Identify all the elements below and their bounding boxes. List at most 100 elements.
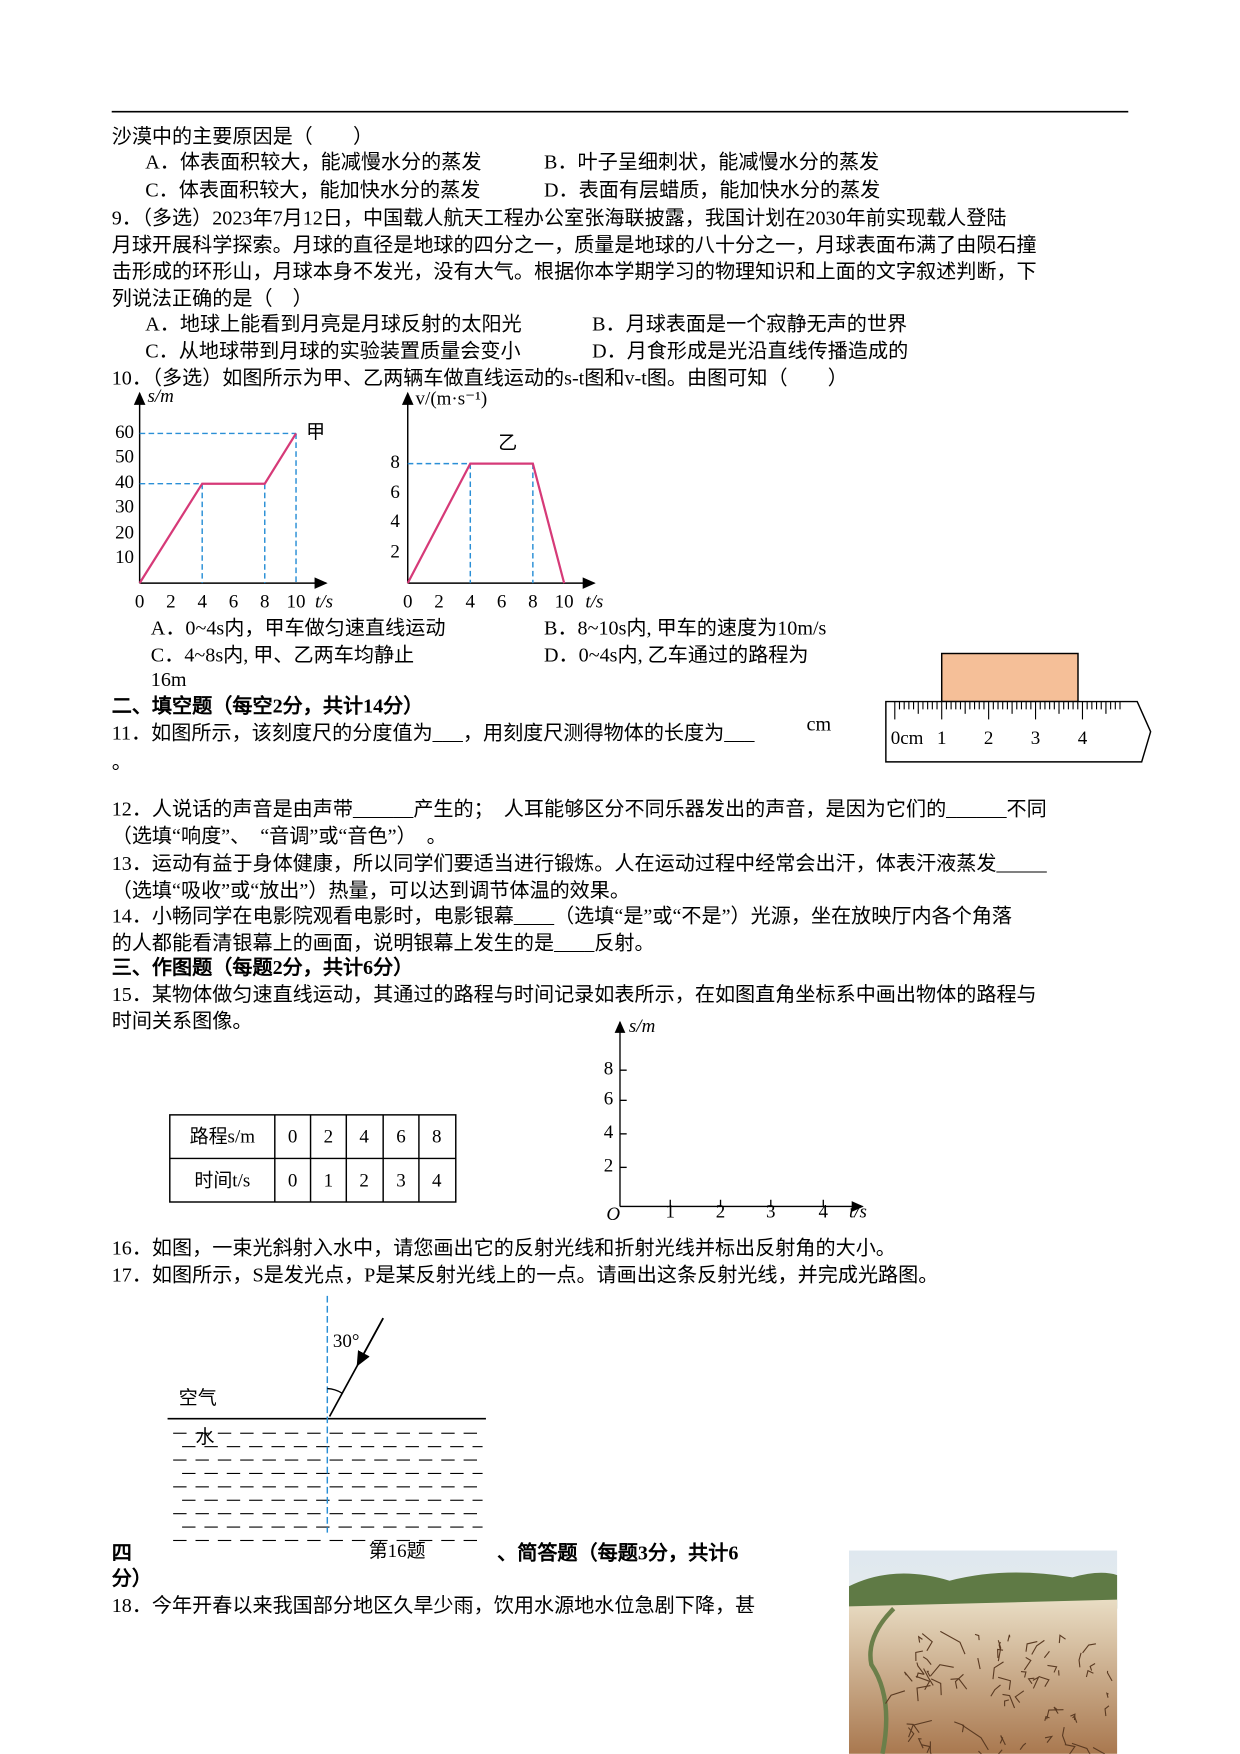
table-cell: 0 [288,1170,298,1191]
crack [1061,1727,1067,1745]
crack [1082,1643,1097,1654]
crack [907,1727,915,1743]
question-text: 13．运动有益于身体健康，所以同学们要适当进行锻炼。人在运动过程中经常会出汗，体… [111,852,1047,875]
axis-label: t/s [315,592,333,613]
tick-label: 8 [604,1059,614,1080]
crack [916,1684,931,1702]
option: C．4~8s内, 甲、乙两车均静止 [150,643,415,666]
crack [917,1738,924,1749]
tick-label: 8 [528,592,538,613]
blank-axes [614,1020,864,1212]
crack [1044,1735,1054,1743]
crack [1025,1641,1038,1652]
crack [992,1661,1004,1680]
angle-label: 30° [333,1331,360,1352]
tick-label: 4 [604,1122,614,1143]
tick-label: 10 [115,547,134,568]
crack [1004,1699,1010,1707]
table-cell: 路程s/m [190,1126,256,1148]
tick-label: 2 [166,592,176,613]
option: D．月食形成是光沿直线传播造成的 [592,339,909,362]
crack [1106,1692,1109,1698]
question-text: 列说法正确的是（ ） [111,287,313,310]
tick-label: 4 [390,511,400,532]
series-label: 甲 [306,422,325,443]
tick-label: 6 [604,1089,614,1110]
question-text: 沙漠中的主要原因是（ ） [111,125,374,148]
crack [1078,1652,1082,1668]
axis-label: s/m [147,386,173,407]
tick-label: 40 [115,472,134,493]
origin-label: O [606,1204,620,1225]
crack [978,1750,982,1754]
drought-photo [848,1550,1118,1754]
question-text: 时间关系图像。 [111,1009,253,1033]
crack [1038,1675,1050,1687]
crack [1014,1690,1025,1703]
crack [954,1721,965,1733]
option: B．8~10s内, 甲车的速度为10m/s [544,616,827,639]
tick-label: 0 [403,592,412,613]
question-text: 月球开展科学探索。月球的直径是地球的四分之一，质量是地球的八十分之一，月球表面布… [111,233,1037,256]
crack [930,1678,942,1696]
series-label: 乙 [498,433,517,454]
crack [1070,1713,1076,1721]
tick-label: 1 [937,728,947,749]
question-text: 17．如图所示，S是发光点，P是某反射光线上的一点。请画出这条反射光线，并完成光… [111,1263,939,1286]
crack [1002,1693,1016,1709]
axis-label: t/s [585,592,603,613]
crack [1071,1742,1091,1754]
crack [998,1641,1001,1650]
question-text: 14．小畅同学在电影院观看电影时，电影银幕____（选填“是”或“不是”）光源，… [111,904,1013,928]
crack [1000,1735,1006,1746]
medium-label: 空气 [179,1387,217,1409]
tick-label: 2 [716,1202,726,1223]
crack [1027,1677,1035,1684]
st-graph: s/m t/s 甲 [133,386,333,613]
crack [915,1650,924,1662]
section-title: 三、作图题（每题2分，共计6分） [111,956,414,979]
crack [1106,1670,1113,1682]
crack [1043,1651,1051,1659]
option: C．体表面积较大，能加快水分的蒸发 [145,178,481,202]
tick-label: 4 [466,592,476,613]
data-table [169,1114,457,1203]
crack [921,1744,931,1754]
tick-label: 30 [115,497,134,518]
section-title: 、简答题（每题3分，共计6 [497,1541,739,1564]
crack [921,1633,933,1652]
tick-label: 10 [555,592,574,613]
crack [999,1737,1004,1744]
crack [1031,1639,1045,1655]
tick-label: 1 [666,1202,676,1223]
crack [974,1633,980,1641]
crack [998,1749,1003,1754]
crack [926,1670,931,1677]
crack [1053,1706,1059,1714]
crack [915,1675,931,1691]
figure-caption: 第16题 [369,1540,426,1562]
tick-label: 0cm [891,728,924,749]
crack [908,1719,932,1738]
crack [990,1684,1001,1697]
medium-label: 水 [195,1426,214,1448]
tick-label: 6 [390,482,400,503]
crack [916,1672,924,1679]
option: A．0~4s内，甲车做匀速直线运动 [150,616,446,639]
tick-label: 2 [390,541,400,562]
crack [1064,1744,1076,1754]
crack [1007,1634,1011,1642]
crack [1104,1705,1110,1717]
table-cell: 6 [396,1127,405,1148]
crack [940,1630,966,1655]
table-cell: 3 [396,1170,405,1191]
tick-label: 20 [115,522,134,543]
question-text: 9．（多选）2023年7月12日，中国载人航天工程办公室张海联披露，我国计划在2… [111,206,1007,230]
question-text: 16．如图，一束光斜射入水中，请您画出它的反射光线和折射光线并标出反射角的大小。 [111,1236,896,1259]
tick-label: 3 [1031,728,1040,749]
crack [929,1741,932,1754]
tick-label: 2 [984,728,994,749]
tick-label: 0 [135,592,145,613]
tick-label: 6 [497,592,506,613]
